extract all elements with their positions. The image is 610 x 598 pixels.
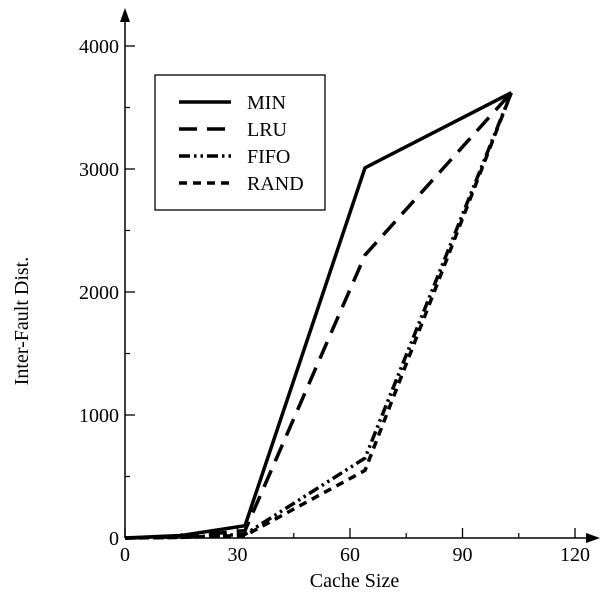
x-tick-label: 0 [120,544,130,566]
legend-label-fifo: FIFO [247,146,290,168]
series-lines [124,91,513,540]
legend-label-rand: RAND [247,173,304,195]
y-axis-ticks: 0 1000 2000 3000 4000 [79,36,135,550]
y-tick-label: 3000 [79,159,119,181]
x-tick-label: 120 [560,544,590,566]
x-axis-label: Cache Size [310,570,400,592]
y-axis-arrow [120,8,130,22]
x-tick-label: 90 [453,544,473,566]
legend-box [154,74,326,211]
y-axis-label: Inter-Fault Dist. [11,257,33,385]
series-line-fifo [124,92,513,540]
x-axis-arrow [586,533,600,543]
y-tick-label: 1000 [79,405,119,427]
x-tick-label: 30 [228,544,248,566]
y-tick-label: 4000 [79,36,119,58]
legend-label-min: MIN [247,92,286,114]
legend-label-lru: LRU [247,119,288,141]
x-tick-label: 60 [340,544,360,566]
y-tick-label: 2000 [79,282,119,304]
x-axis-ticks: 0 30 60 90 120 [120,528,590,566]
legend: MIN LRU FIFO RAND [154,74,326,211]
y-tick-label: 0 [109,528,119,550]
